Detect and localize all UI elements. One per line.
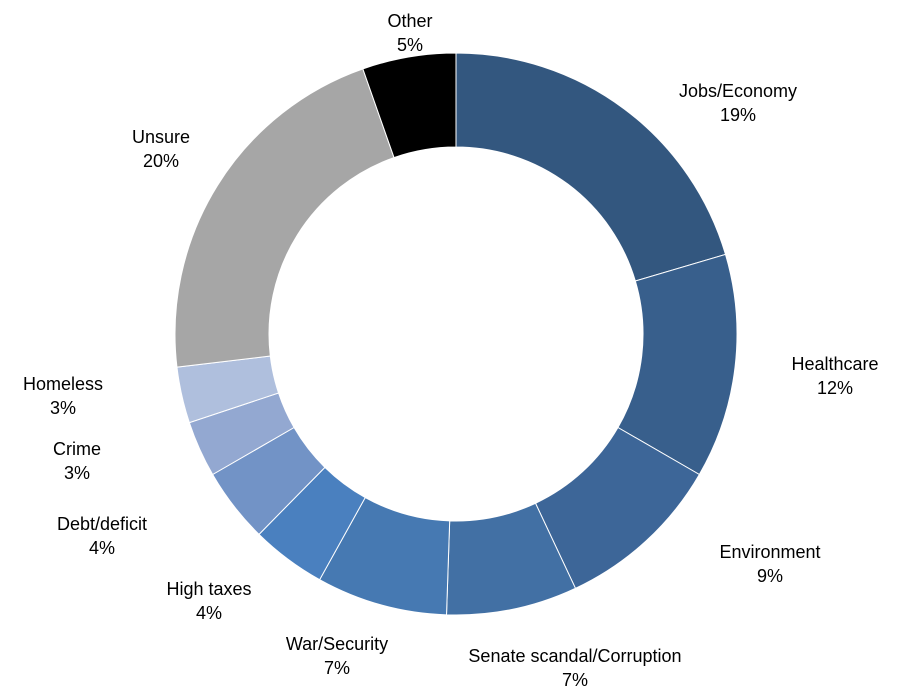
slice-other — [362, 52, 457, 159]
slice-labels: Jobs/Economy 19% Healthcare 12% Environment 9… — [23, 11, 879, 686]
slice-label-war-security: War/Security — [286, 634, 388, 654]
slice-value-homeless: 3% — [50, 398, 76, 418]
slice-value-high-taxes: 4% — [196, 603, 222, 623]
slice-label-high-taxes: High taxes — [166, 579, 251, 599]
slice-label-unsure: Unsure — [132, 127, 190, 147]
slice-value-environment: 9% — [757, 566, 783, 586]
slice-value-war-security: 7% — [324, 658, 350, 678]
slice-label-debt-deficit: Debt/deficit — [57, 514, 147, 534]
slice-label-environment: Environment — [719, 542, 820, 562]
donut-slices — [174, 52, 738, 616]
slice-value-unsure: 20% — [143, 151, 179, 171]
slice-label-crime: Crime — [53, 439, 101, 459]
slice-label-healthcare: Healthcare — [791, 354, 878, 374]
slice-unsure — [174, 68, 395, 368]
slice-label-other: Other — [387, 11, 432, 31]
slice-value-healthcare: 12% — [817, 378, 853, 398]
slice-label-homeless: Homeless — [23, 374, 103, 394]
slice-value-debt-deficit: 4% — [89, 538, 115, 558]
slice-label-jobs-economy: Jobs/Economy — [679, 81, 797, 101]
slice-value-other: 5% — [397, 35, 423, 55]
slice-value-jobs-economy: 19% — [720, 105, 756, 125]
slice-value-crime: 3% — [64, 463, 90, 483]
slice-value-senate-scandal-corruption: 7% — [562, 670, 588, 686]
slice-label-senate-scandal-corruption: Senate scandal/Corruption — [468, 646, 681, 666]
